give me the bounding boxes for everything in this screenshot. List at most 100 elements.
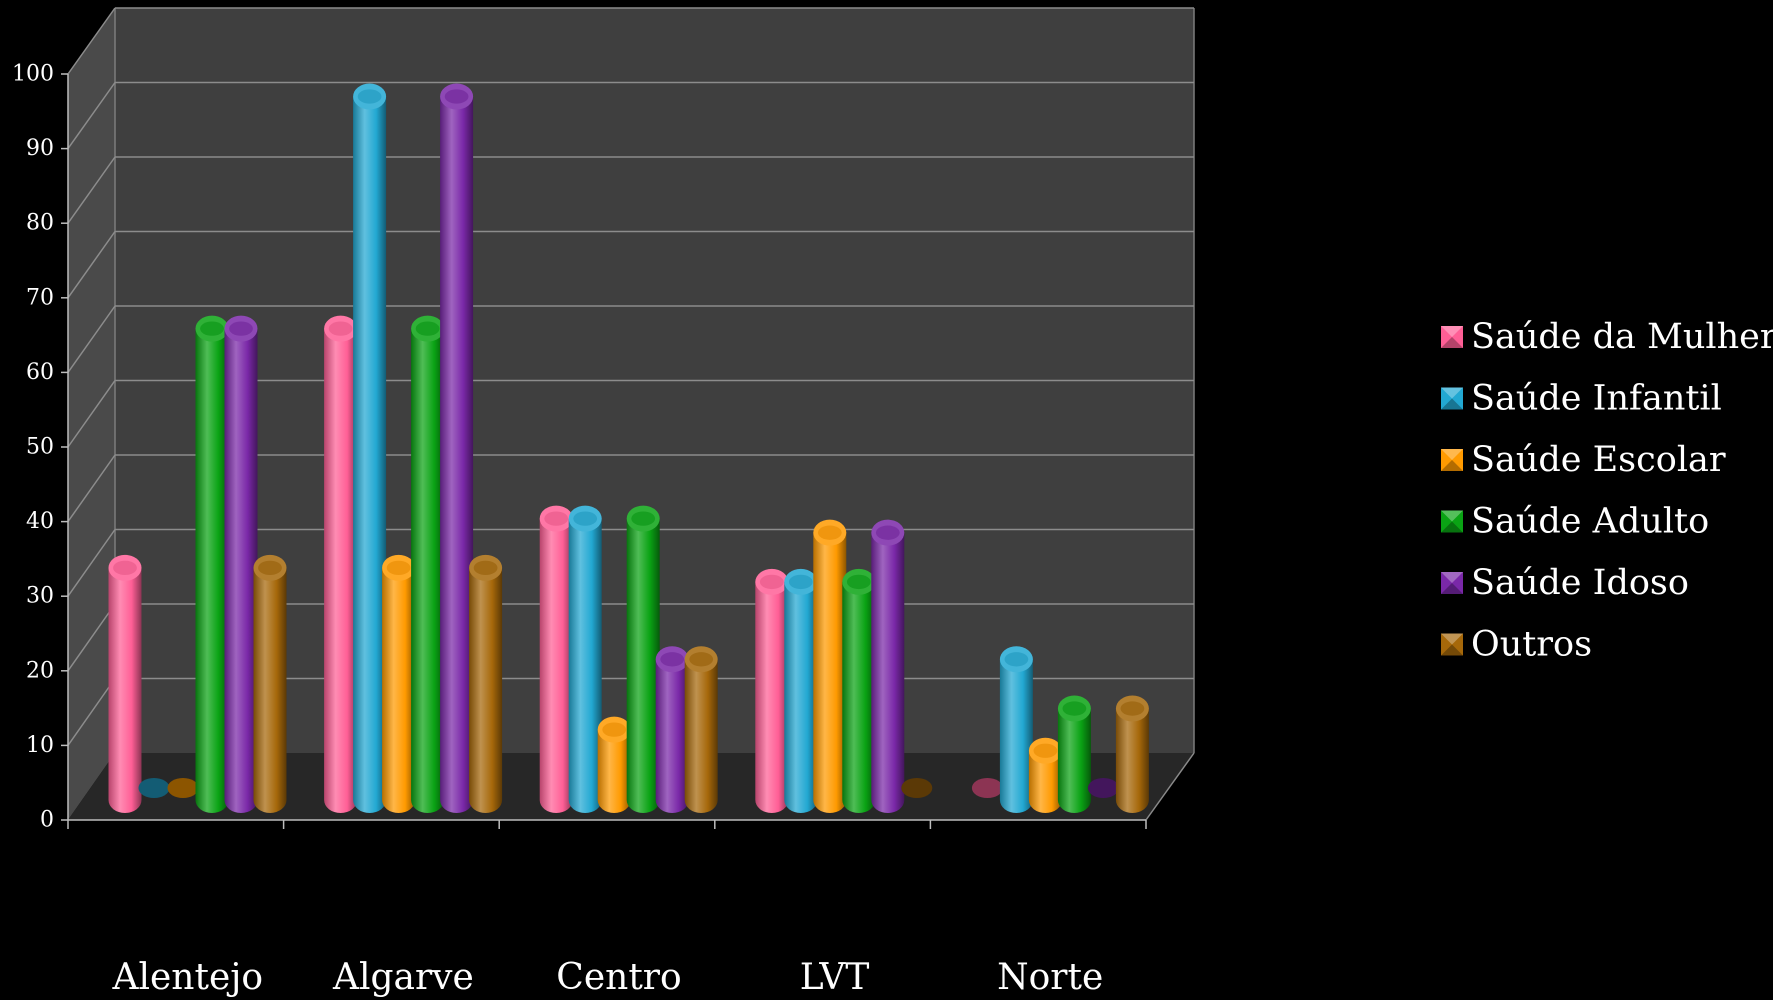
bar-centro-saude-infantil [568, 505, 602, 813]
bar-centro-saude-escolar [597, 716, 631, 813]
bar-top-inner [1004, 652, 1029, 667]
bar-top-inner [229, 321, 253, 336]
bar-top-inner [357, 89, 382, 104]
bar-body [253, 567, 287, 813]
bar-body [1115, 708, 1149, 813]
bar-algarve-saude-idoso [440, 83, 474, 814]
legend-label: Outros [1471, 625, 1592, 665]
y-tick-label: 90 [26, 136, 54, 161]
bar-body [755, 581, 789, 813]
bar-centro-saude-da-mulher [539, 505, 573, 813]
bar-body [871, 532, 905, 813]
legend-swatch-facet [1441, 326, 1463, 337]
legend-item-outros: Outros [1441, 625, 1592, 665]
legend-swatch-facet [1441, 644, 1463, 656]
bar-norte-saude-infantil [999, 646, 1033, 813]
gridline [67, 305, 116, 373]
bar-alentejo-saude-da-mulher [108, 554, 142, 813]
bar-top-inner [759, 574, 784, 590]
bar-body [1028, 750, 1062, 813]
legend-item-saude-infantil: Saúde Infantil [1441, 379, 1722, 419]
bar-body [195, 328, 229, 813]
legend-swatch-facet [1441, 521, 1463, 533]
gridline [67, 7, 116, 75]
legend-item-saude-idoso: Saúde Idoso [1441, 563, 1689, 603]
bar-norte-saude-da-mulher [971, 778, 1003, 798]
bars [108, 83, 1149, 814]
legend-swatch-facet [1441, 510, 1463, 522]
bar-body [655, 659, 689, 813]
gridline [67, 231, 116, 299]
bar-norte-outros [1115, 695, 1149, 813]
category-label-alentejo: Alentejo [111, 957, 263, 998]
bar-body [469, 567, 503, 813]
bar-lvt-saude-adulto [842, 568, 876, 813]
bar-algarve-saude-escolar [382, 554, 416, 813]
y-tick-label: 70 [26, 285, 54, 310]
legend-item-saude-escolar: Saúde Escolar [1441, 440, 1726, 480]
bar-norte-saude-idoso [1087, 778, 1119, 798]
bar-body [813, 532, 847, 813]
y-tick-label: 60 [26, 360, 54, 385]
bar-top-inner [1033, 743, 1058, 758]
category-label-lvt: LVT [800, 957, 870, 998]
legend-swatch-facet [1441, 337, 1463, 348]
legend-label: Saúde Adulto [1471, 502, 1709, 542]
bar-body [568, 518, 602, 813]
legend-label: Saúde da Mulher [1471, 317, 1773, 357]
gridline [67, 529, 116, 597]
bar-algarve-saude-da-mulher [324, 315, 358, 813]
bar-body [411, 328, 445, 813]
bar-alentejo-saude-infantil [138, 778, 170, 798]
floor-edge [1145, 752, 1195, 821]
y-tick-label: 50 [26, 435, 54, 460]
bar-body [324, 328, 358, 813]
bar-lvt-saude-infantil [784, 568, 818, 813]
bar-body [1057, 708, 1091, 813]
bar-lvt-saude-da-mulher [755, 568, 789, 813]
category-label-algarve: Algarve [332, 957, 474, 998]
bar-top-inner [328, 321, 353, 336]
y-tick-label: 10 [26, 733, 54, 758]
bar-top-inner [660, 652, 685, 667]
bar-top-inner [200, 321, 224, 336]
gridline [67, 82, 116, 150]
bar-body [382, 567, 416, 813]
bar-body [224, 328, 258, 813]
bar-body [999, 659, 1033, 813]
bar-algarve-outros [469, 554, 503, 813]
bar-top-inner [631, 511, 656, 526]
y-tick-label: 20 [26, 658, 54, 683]
legend: Saúde da Mulher Saúde Infantil Saúde Escol… [1441, 317, 1773, 665]
bar-alentejo-saude-adulto [195, 315, 229, 813]
bar-algarve-saude-infantil [353, 83, 387, 814]
bar-body [597, 729, 631, 813]
bar-top-inner [817, 525, 842, 540]
bar-centro-saude-idoso [655, 646, 689, 813]
bar-body [842, 581, 876, 813]
bar-top-inner [386, 560, 411, 575]
gridline [67, 603, 116, 672]
bar-alentejo-saude-escolar [167, 778, 199, 798]
bar-top-inner [689, 652, 714, 667]
y-tick-label: 30 [26, 584, 54, 609]
category-label-norte: Norte [997, 957, 1103, 998]
bar-norte-saude-escolar [1028, 737, 1062, 813]
bar-top-inner [473, 560, 498, 575]
legend-swatch-facet [1441, 449, 1463, 460]
bar-top-inner [1120, 701, 1145, 716]
legend-item-saude-adulto: Saúde Adulto [1441, 502, 1709, 542]
y-tick-label: 80 [26, 211, 54, 236]
legend-swatch-facet [1441, 398, 1463, 410]
legend-swatch-facet [1441, 572, 1463, 583]
bar-top-inner [544, 511, 569, 526]
legend-swatch-facet [1441, 583, 1463, 594]
bar-body [440, 96, 474, 814]
bar-top-inner [602, 722, 627, 737]
bar-body [684, 659, 718, 813]
bar-top-inner [846, 574, 871, 590]
legend-swatch-facet [1441, 460, 1463, 471]
bar-top-inner [875, 525, 900, 540]
bar-body [784, 581, 818, 813]
